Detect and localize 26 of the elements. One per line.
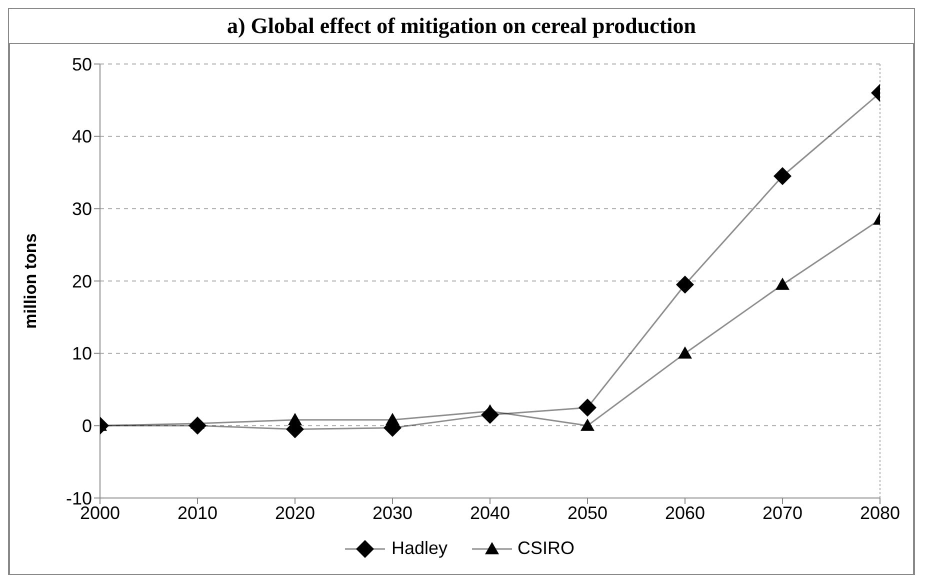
y-tick-label: 50 <box>72 54 92 74</box>
point <box>774 167 792 186</box>
x-tick-label: 2010 <box>177 502 218 523</box>
point <box>578 398 596 417</box>
y-tick-label: 40 <box>72 126 92 147</box>
chart-title: a) Global effect of mitigation on cereal production <box>226 13 698 40</box>
point <box>288 412 302 426</box>
y-tick-label: 30 <box>72 199 92 220</box>
legend-label: Hadley <box>391 538 448 559</box>
x-tick-label: 2040 <box>470 502 510 523</box>
x-tick-label: 2060 <box>664 502 706 523</box>
point <box>776 278 790 290</box>
point <box>580 418 594 431</box>
point <box>676 276 694 294</box>
x-tick-label: 2070 <box>762 502 803 523</box>
point <box>386 412 400 426</box>
x-tick-label: 2030 <box>372 502 413 523</box>
x-tick-label: 2080 <box>860 502 900 523</box>
y-axis-title: million tons <box>21 233 40 329</box>
legend-label: CSIRO <box>518 538 575 559</box>
y-tick-label: 0 <box>82 416 92 436</box>
point <box>678 346 692 359</box>
y-tick-label: 10 <box>72 344 92 364</box>
x-tick-label: 2020 <box>274 502 316 523</box>
x-tick-label: 2050 <box>567 502 608 523</box>
y-tick-label: 20 <box>72 271 92 292</box>
